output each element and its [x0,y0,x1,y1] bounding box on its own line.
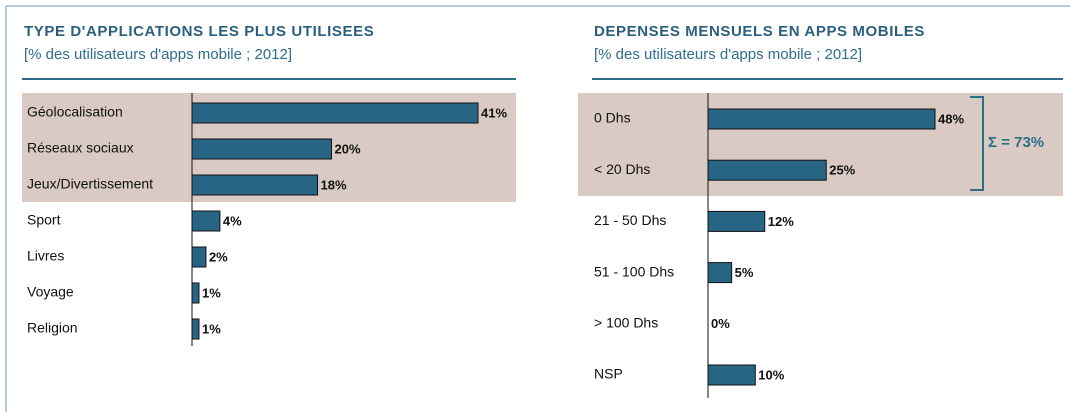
bar [191,102,479,124]
bar [707,262,733,284]
chart-subtitle: [% des utilisateurs d'apps mobile ; 2012… [594,46,862,63]
bar [191,210,221,232]
bar [707,159,827,181]
bar [191,138,333,160]
value-label: 48% [938,111,964,126]
category-label: Sport [27,212,61,228]
bar [191,246,207,268]
category-label: Voyage [27,284,74,300]
annotation: Σ = 73% [988,134,1044,151]
value-label: 41% [481,105,507,120]
category-label: Jeux/Divertissement [27,176,153,192]
category-label: 51 - 100 Dhs [594,263,674,279]
category-label: Livres [27,248,64,264]
value-label: 2% [209,249,228,264]
value-label: 4% [223,213,242,228]
value-label: 18% [321,177,347,192]
chart-title: TYPE D'APPLICATIONS LES PLUS UTILISEES [24,23,374,40]
chart-subtitle: [% des utilisateurs d'apps mobile ; 2012… [24,46,292,63]
category-label: 21 - 50 Dhs [594,212,666,228]
value-label: 25% [829,163,855,178]
category-label: Religion [27,320,78,336]
value-label: 20% [335,141,361,156]
value-label: 12% [768,214,794,229]
bar [191,282,200,304]
bar [191,174,319,196]
bar [707,210,766,232]
value-label: 1% [202,321,221,336]
category-label: 0 Dhs [594,110,631,126]
category-label: > 100 Dhs [594,315,658,331]
category-label: NSP [594,366,623,382]
value-label: 5% [735,265,754,280]
bar [707,108,936,130]
category-label: Géolocalisation [27,104,123,120]
bracket [970,96,984,191]
value-label: 1% [202,285,221,300]
bar [707,364,756,386]
value-label: 0% [711,316,730,331]
value-label: 10% [758,367,784,382]
category-label: Réseaux sociaux [27,140,134,156]
category-label: < 20 Dhs [594,161,650,177]
bar [191,318,200,340]
chart-title: DEPENSES MENSUELS EN APPS MOBILES [594,23,925,40]
